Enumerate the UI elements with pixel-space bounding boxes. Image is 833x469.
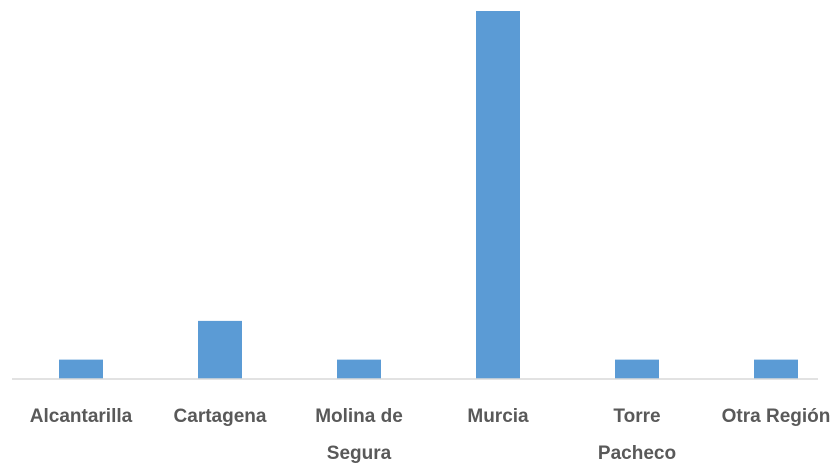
x-tick-text: Torre Pacheco xyxy=(597,406,677,464)
bar xyxy=(337,359,381,379)
bar xyxy=(754,359,798,379)
x-tick-text: Otra Región xyxy=(721,406,831,427)
x-tick-label: Molina de Segura xyxy=(303,398,415,469)
x-tick-label: Torre Pacheco xyxy=(581,398,693,469)
x-tick-text: Cartagena xyxy=(173,406,267,427)
x-tick-text: Alcantarilla xyxy=(29,406,133,427)
bar xyxy=(615,359,659,379)
x-tick-label: Murcia xyxy=(442,398,554,435)
bar xyxy=(476,11,520,379)
x-tick-text: Molina de Segura xyxy=(315,406,403,464)
bar xyxy=(59,359,103,379)
x-tick-label: Alcantarilla xyxy=(25,398,137,435)
x-tick-label: Otra Región xyxy=(720,398,832,435)
bar xyxy=(198,320,242,379)
x-tick-text: Murcia xyxy=(467,406,529,427)
x-tick-label: Cartagena xyxy=(164,398,276,435)
